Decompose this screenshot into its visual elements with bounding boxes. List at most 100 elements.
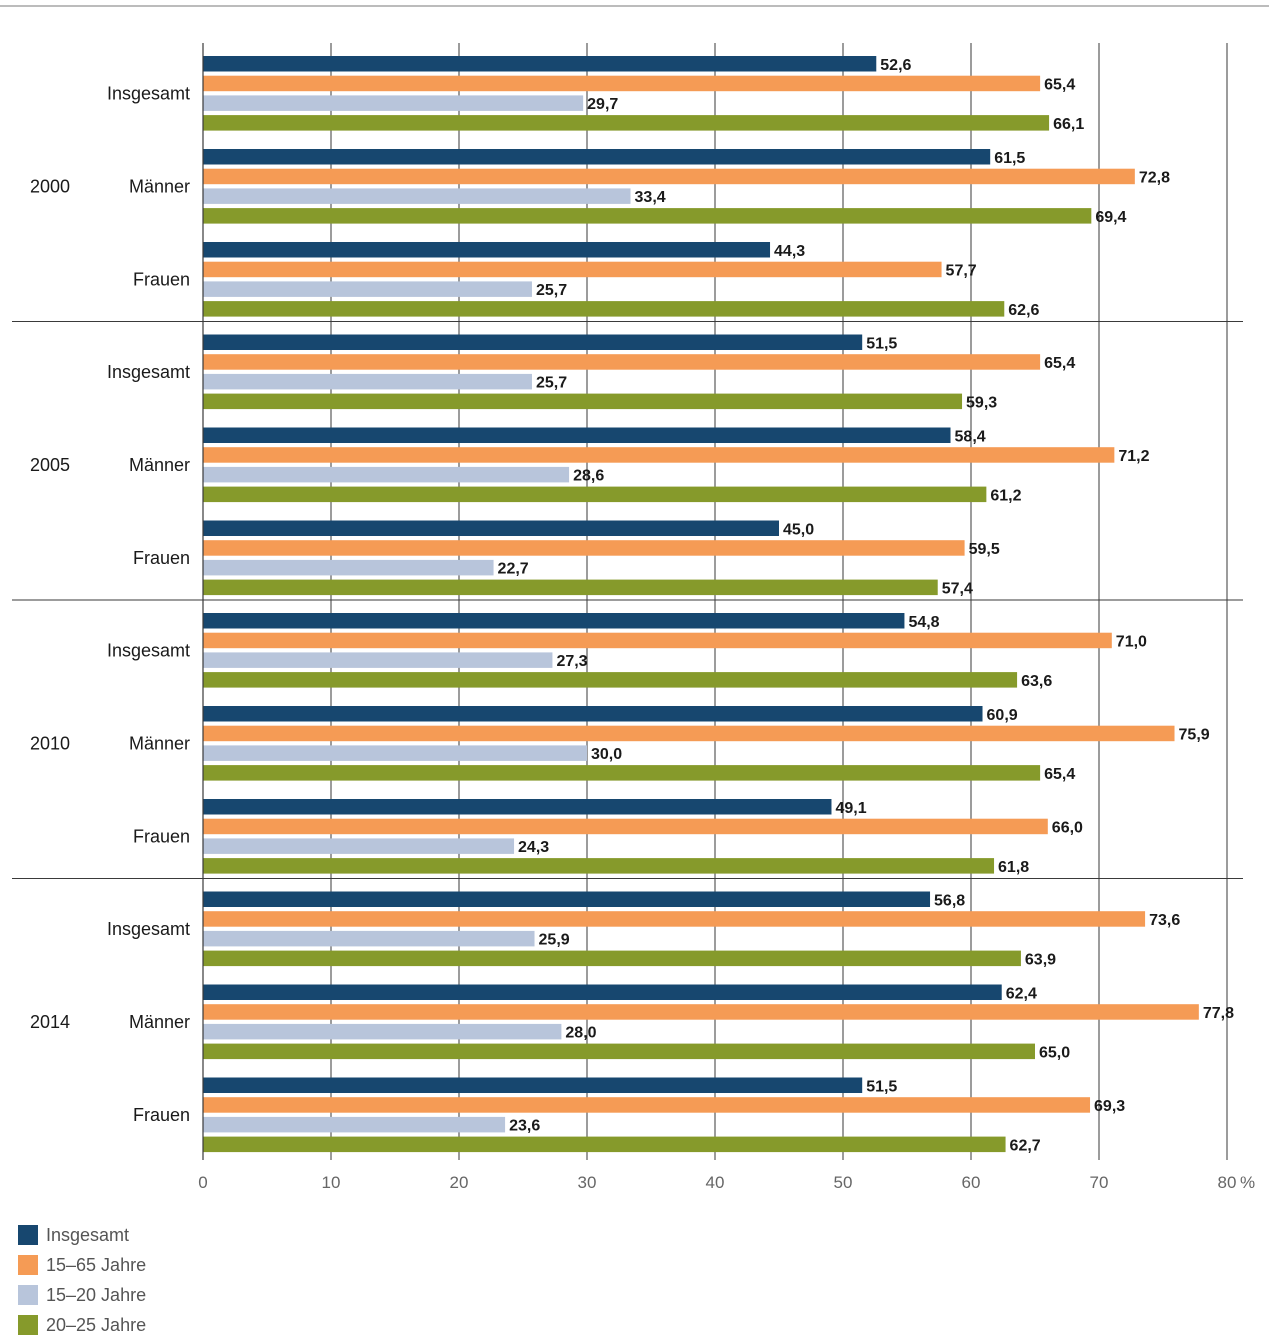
x-unit-label: % [1240,1173,1255,1192]
x-tick-label: 40 [706,1173,725,1192]
value-label: 54,8 [908,614,939,631]
bar [203,765,1041,781]
value-label: 45,0 [783,521,814,538]
bar [203,168,1135,185]
value-label: 73,6 [1149,912,1180,929]
legend-swatch-insgesamt [18,1225,38,1245]
bar [203,373,532,390]
value-label: 56,8 [934,892,965,909]
value-label: 59,5 [969,541,1000,558]
value-label: 71,0 [1116,633,1147,650]
bar [203,858,995,874]
legend: Insgesamt 15–65 Jahre 15–20 Jahre 20–25 … [18,1220,146,1340]
value-label: 75,9 [1179,726,1210,743]
value-label: 71,2 [1118,448,1149,465]
value-label: 66,0 [1052,819,1083,836]
value-label: 25,9 [539,932,570,949]
legend-item-15-65: 15–65 Jahre [18,1250,146,1280]
bar [203,1097,1091,1113]
bar [203,911,1146,927]
value-label: 62,4 [1006,985,1037,1002]
value-label: 29,7 [587,96,618,113]
value-label: 28,0 [565,1025,596,1042]
bar [203,95,584,111]
category-label: Frauen [133,269,190,289]
bar [203,281,532,297]
category-label: Männer [129,455,190,475]
bar [203,447,1115,463]
value-label: 30,0 [591,746,622,763]
bar [203,930,535,947]
value-label: 65,4 [1044,76,1075,93]
value-label: 66,1 [1053,116,1084,133]
value-label: 57,7 [946,262,977,279]
bar [203,301,1005,317]
bar [203,672,1018,688]
legend-label: 20–25 Jahre [46,1314,147,1335]
value-label: 49,1 [835,800,866,817]
bar [203,579,938,596]
value-label: 61,5 [994,150,1025,167]
bar [203,261,942,278]
bar [203,427,951,443]
bar [203,1043,1035,1060]
category-label: Männer [129,176,190,196]
value-label: 62,7 [1010,1137,1041,1154]
bar [203,725,1175,742]
legend-swatch-15-65 [18,1255,38,1275]
category-label: Insgesamt [107,919,190,939]
bar [203,559,494,576]
legend-label: Insgesamt [46,1224,130,1245]
value-label: 69,3 [1094,1098,1125,1115]
bar [203,799,832,815]
value-label: 69,4 [1095,209,1126,226]
value-label: 72,8 [1139,169,1170,186]
value-label: 65,4 [1044,766,1075,783]
legend-label: 15–20 Jahre [46,1284,147,1305]
legend-item-15-20: 15–20 Jahre [18,1280,146,1310]
bar [203,334,863,350]
legend-item-insgesamt: Insgesamt [18,1220,146,1250]
bar [203,486,987,503]
bar [203,56,877,72]
bar [203,984,1002,1000]
value-label: 51,5 [866,1078,897,1095]
value-label: 27,3 [556,653,587,670]
bar [203,188,631,204]
value-label: 57,4 [942,580,973,597]
group-label: 2010 [30,733,70,753]
bar [203,466,570,483]
group-label: 2005 [30,455,70,475]
bar [203,149,991,165]
value-label: 23,6 [509,1118,540,1135]
bar [203,540,965,556]
x-tick-label: 30 [578,1173,597,1192]
bar [203,891,931,907]
bar [203,242,771,258]
bar [203,652,553,668]
value-label: 61,8 [998,859,1029,876]
value-label: 63,9 [1025,951,1056,968]
bar [203,1136,1006,1153]
bar [203,520,779,536]
value-label: 63,6 [1021,673,1052,690]
bar [203,1023,562,1040]
value-label: 58,4 [955,428,986,445]
bar [203,75,1041,92]
category-label: Männer [129,733,190,753]
value-label: 25,7 [536,282,567,299]
bar [203,1116,506,1133]
x-tick-label: 70 [1090,1173,1109,1192]
x-tick-label: 20 [450,1173,469,1192]
legend-item-20-25: 20–25 Jahre [18,1310,146,1340]
value-label: 28,6 [573,468,604,485]
value-label: 52,6 [880,57,911,74]
value-label: 24,3 [518,839,549,856]
x-tick-label: 0 [198,1173,207,1192]
bar [203,1077,863,1093]
value-label: 61,2 [990,487,1021,504]
bar [203,393,963,410]
value-label: 59,3 [966,394,997,411]
bar [203,208,1092,224]
x-tick-label: 10 [322,1173,341,1192]
